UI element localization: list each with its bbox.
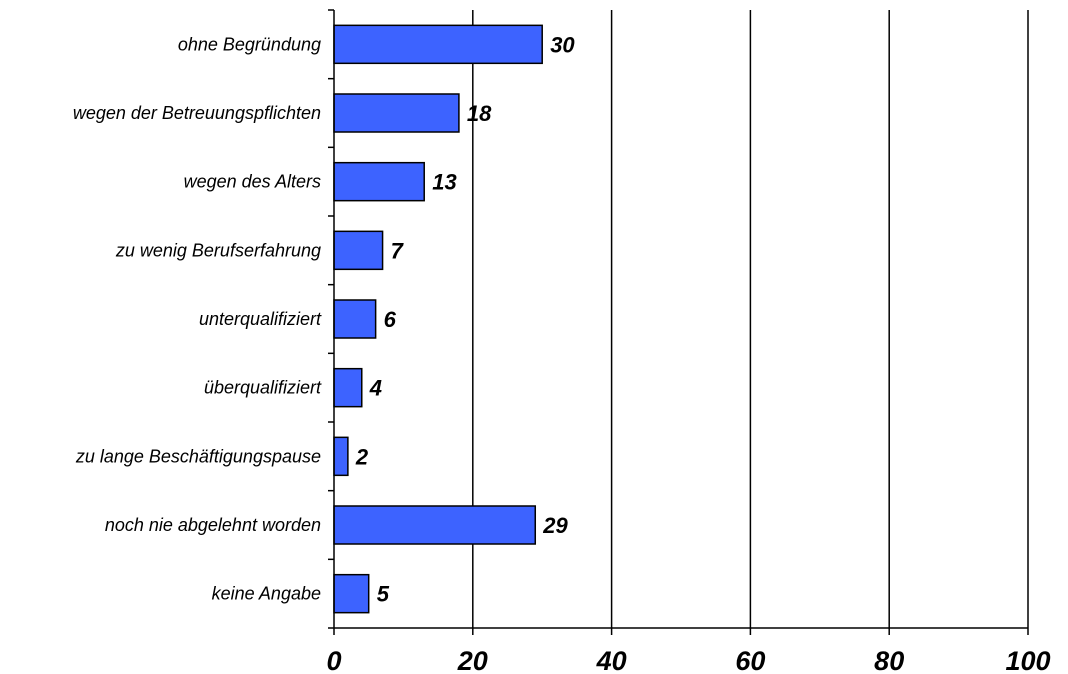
labels: 0 20 40 60 80 100 ohne Begründung 30 wegen der B… bbox=[73, 32, 1051, 674]
value-label: 7 bbox=[391, 238, 405, 263]
bar-4 bbox=[333, 299, 377, 339]
bars bbox=[333, 24, 543, 614]
bar-7 bbox=[333, 505, 537, 545]
category-label: wegen der Betreuungspflichten bbox=[73, 103, 321, 123]
x-tick-label: 0 bbox=[326, 646, 341, 674]
x-tick-label: 40 bbox=[596, 646, 627, 674]
bar-8 bbox=[333, 573, 370, 614]
value-label: 5 bbox=[377, 582, 390, 607]
value-label: 13 bbox=[432, 170, 456, 195]
category-label: noch nie abgelehnt worden bbox=[105, 515, 321, 535]
category-label: zu lange Beschäftigungspause bbox=[75, 446, 321, 466]
x-tick-label: 60 bbox=[735, 646, 765, 674]
value-label: 29 bbox=[542, 513, 568, 538]
bar-3 bbox=[333, 230, 384, 271]
x-tick-label: 80 bbox=[874, 646, 904, 674]
value-label: 4 bbox=[369, 376, 382, 401]
category-label: ohne Begründung bbox=[178, 34, 321, 54]
x-tick-label: 20 bbox=[457, 646, 488, 674]
bar-2 bbox=[333, 161, 425, 202]
category-label: überqualifiziert bbox=[204, 378, 322, 398]
axes bbox=[328, 9, 1029, 635]
bar-5 bbox=[333, 367, 363, 408]
bar-6 bbox=[333, 436, 349, 477]
category-label: keine Angabe bbox=[212, 584, 321, 604]
value-label: 18 bbox=[467, 101, 492, 126]
value-label: 30 bbox=[550, 32, 575, 57]
x-tick-label: 100 bbox=[1005, 646, 1050, 674]
category-label: unterqualifiziert bbox=[199, 309, 322, 329]
value-label: 6 bbox=[384, 307, 397, 332]
bar-1 bbox=[333, 93, 460, 133]
value-label: 2 bbox=[355, 444, 369, 469]
bar-0 bbox=[333, 24, 543, 65]
category-label: wegen des Alters bbox=[184, 172, 321, 192]
category-label: zu wenig Berufserfahrung bbox=[115, 240, 321, 260]
